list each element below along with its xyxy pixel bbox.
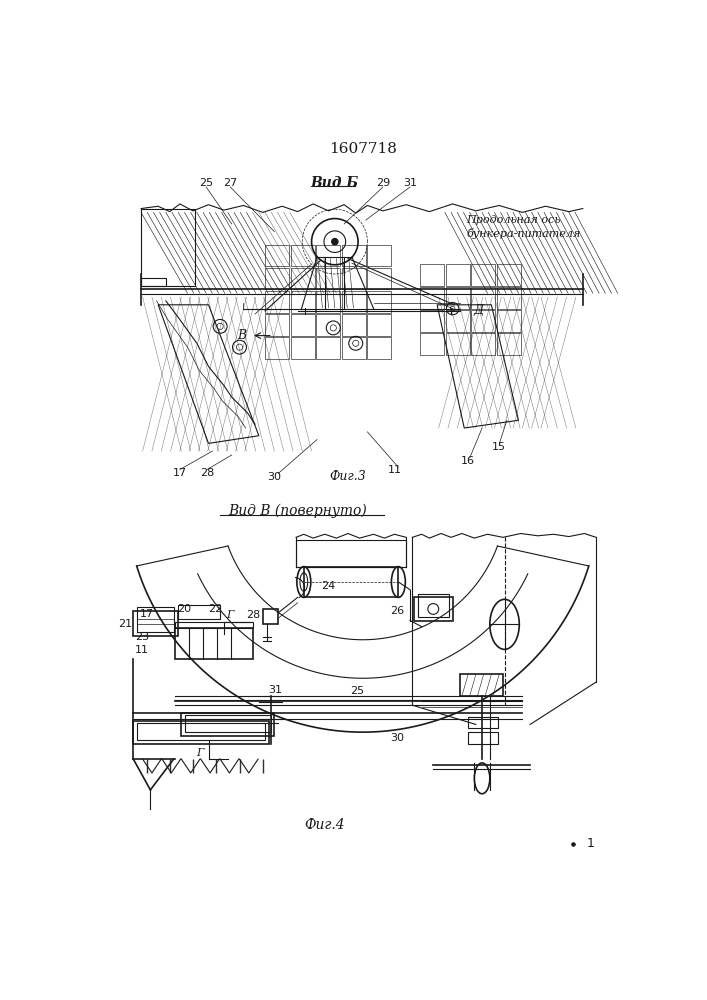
Bar — [265, 268, 289, 289]
Bar — [134, 721, 269, 744]
Bar — [418, 594, 449, 617]
Bar — [265, 245, 289, 266]
Bar — [497, 333, 521, 355]
Bar — [341, 314, 366, 336]
Bar — [291, 337, 315, 359]
Bar — [341, 291, 366, 312]
Text: Вид В (повернуто): Вид В (повернуто) — [228, 504, 367, 518]
Text: 21: 21 — [117, 619, 132, 629]
Bar — [304, 567, 398, 597]
Bar — [265, 337, 289, 359]
Bar — [420, 287, 444, 309]
Bar — [420, 310, 444, 332]
Bar — [368, 268, 392, 289]
Bar — [316, 291, 340, 312]
Bar — [137, 723, 265, 740]
Text: бункера-питателя: бункера-питателя — [467, 228, 581, 239]
Text: 31: 31 — [403, 178, 417, 188]
Bar — [460, 674, 503, 696]
Bar — [472, 287, 495, 309]
Bar — [291, 245, 315, 266]
Bar — [368, 314, 392, 336]
Bar — [175, 622, 252, 628]
Text: 31: 31 — [268, 685, 282, 695]
Bar — [341, 245, 366, 266]
Bar — [420, 264, 444, 286]
Text: Г: Г — [196, 748, 203, 758]
Bar — [137, 607, 175, 632]
Bar — [445, 287, 469, 309]
Bar — [296, 540, 406, 567]
Text: 28: 28 — [246, 610, 260, 620]
Bar — [414, 597, 452, 620]
Text: 24: 24 — [321, 581, 335, 591]
Bar — [316, 245, 340, 266]
Text: 27: 27 — [223, 178, 238, 188]
Bar — [175, 628, 252, 659]
Bar — [291, 291, 315, 312]
Bar — [368, 291, 392, 312]
Bar — [472, 333, 495, 355]
Bar — [468, 732, 498, 744]
Bar — [368, 245, 392, 266]
Text: 23: 23 — [135, 632, 149, 642]
Text: 25: 25 — [351, 686, 364, 696]
Bar — [141, 278, 166, 286]
Bar — [316, 314, 340, 336]
Bar — [182, 713, 274, 736]
Bar — [265, 291, 289, 312]
Text: Г: Г — [226, 610, 234, 620]
Bar — [497, 310, 521, 332]
Bar — [341, 268, 366, 289]
Text: 11: 11 — [135, 645, 149, 655]
Text: Фиг.4: Фиг.4 — [305, 818, 345, 832]
Text: 15: 15 — [492, 442, 506, 452]
Text: 1: 1 — [587, 837, 595, 850]
Text: 17: 17 — [139, 609, 153, 619]
Text: 25: 25 — [199, 178, 214, 188]
Bar — [263, 609, 279, 624]
Bar — [265, 314, 289, 336]
Text: 26: 26 — [390, 606, 404, 616]
Bar — [497, 287, 521, 309]
Bar — [497, 264, 521, 286]
Bar — [341, 337, 366, 359]
Bar — [445, 310, 469, 332]
Text: Продольная ось: Продольная ось — [467, 215, 561, 225]
Bar — [141, 209, 195, 286]
Bar — [468, 717, 498, 728]
Text: Фиг.3: Фиг.3 — [329, 470, 366, 483]
Text: 17: 17 — [173, 468, 187, 478]
Bar — [420, 333, 444, 355]
Bar — [368, 337, 392, 359]
Circle shape — [332, 239, 338, 245]
Text: 16: 16 — [461, 456, 475, 466]
Bar — [177, 605, 220, 619]
Bar — [316, 268, 340, 289]
Bar — [472, 264, 495, 286]
Text: 30: 30 — [267, 472, 281, 482]
Text: 22: 22 — [209, 604, 223, 614]
Bar — [445, 264, 469, 286]
Text: 20: 20 — [177, 604, 192, 614]
Bar — [134, 611, 178, 636]
Text: 28: 28 — [200, 468, 214, 478]
Text: 11: 11 — [387, 465, 402, 475]
Text: Вид Б: Вид Б — [310, 176, 359, 190]
Bar — [445, 333, 469, 355]
Bar — [185, 715, 271, 732]
Bar — [291, 268, 315, 289]
Text: В: В — [238, 329, 247, 342]
Bar — [472, 310, 495, 332]
Bar — [291, 314, 315, 336]
Text: 29: 29 — [375, 178, 390, 188]
Text: 1607718: 1607718 — [329, 142, 397, 156]
Text: 30: 30 — [391, 733, 404, 743]
Text: Д: Д — [474, 304, 484, 317]
Bar — [316, 337, 340, 359]
